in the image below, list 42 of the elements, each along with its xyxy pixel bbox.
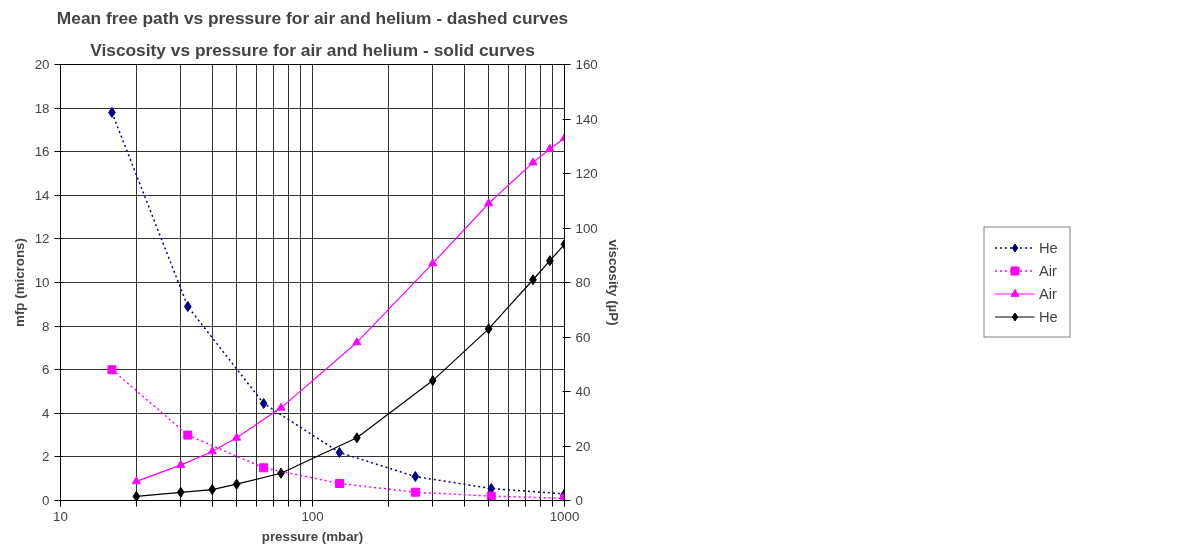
y-tick-label: 18 [34, 100, 50, 116]
legend-label: He [1039, 308, 1059, 325]
chart-title: Mean free path vs pressure for air and helium - dashed curves [56, 7, 569, 28]
y-tick-label: 4 [42, 405, 51, 421]
y2-axis-title: viscosity (µP) [605, 239, 621, 326]
y2-tick-label: 100 [575, 220, 598, 236]
point [335, 479, 345, 488]
y2-tick-label: 20 [575, 438, 591, 454]
point [183, 430, 193, 440]
y2-tick-label: 160 [575, 57, 598, 72]
y-axis-title: mfp (microns) [11, 238, 27, 327]
point [486, 491, 496, 501]
legend-label: Air [1039, 285, 1058, 302]
legend-label: Air [1039, 262, 1058, 279]
y-tick-label: 8 [42, 318, 50, 334]
point [259, 463, 269, 473]
x-axis-title: pressure (mbar) [261, 528, 364, 544]
y-tick-label: 2 [42, 449, 50, 465]
x-tick-label: 100 [301, 508, 324, 524]
point [410, 487, 420, 497]
y2-tick-label: 0 [575, 493, 583, 508]
point [183, 300, 192, 312]
y2-tick-label: 40 [575, 384, 591, 399]
y-tick-label: 6 [42, 362, 50, 378]
y2-tick-label: 80 [575, 275, 591, 290]
y-tick-label: 20 [34, 57, 50, 72]
point [259, 397, 268, 409]
point [411, 471, 420, 483]
point [335, 447, 344, 459]
y2-tick-label: 60 [575, 329, 591, 345]
x-tick-label: 1000 [549, 508, 580, 524]
y-tick-label: 16 [34, 144, 50, 160]
y-tick-label: 12 [34, 231, 50, 247]
x-tick-label: 10 [53, 508, 68, 524]
y-tick-label: 14 [34, 187, 51, 203]
legend-label: He [1039, 239, 1059, 256]
y2-tick-label: 120 [575, 166, 598, 181]
point [107, 365, 117, 375]
chart-subtitle: Viscosity vs pressure for air and helium - solid curves [90, 39, 535, 60]
y-tick-label: 10 [34, 275, 50, 290]
y-tick-label: 0 [42, 493, 50, 508]
y2-tick-label: 140 [575, 111, 598, 127]
